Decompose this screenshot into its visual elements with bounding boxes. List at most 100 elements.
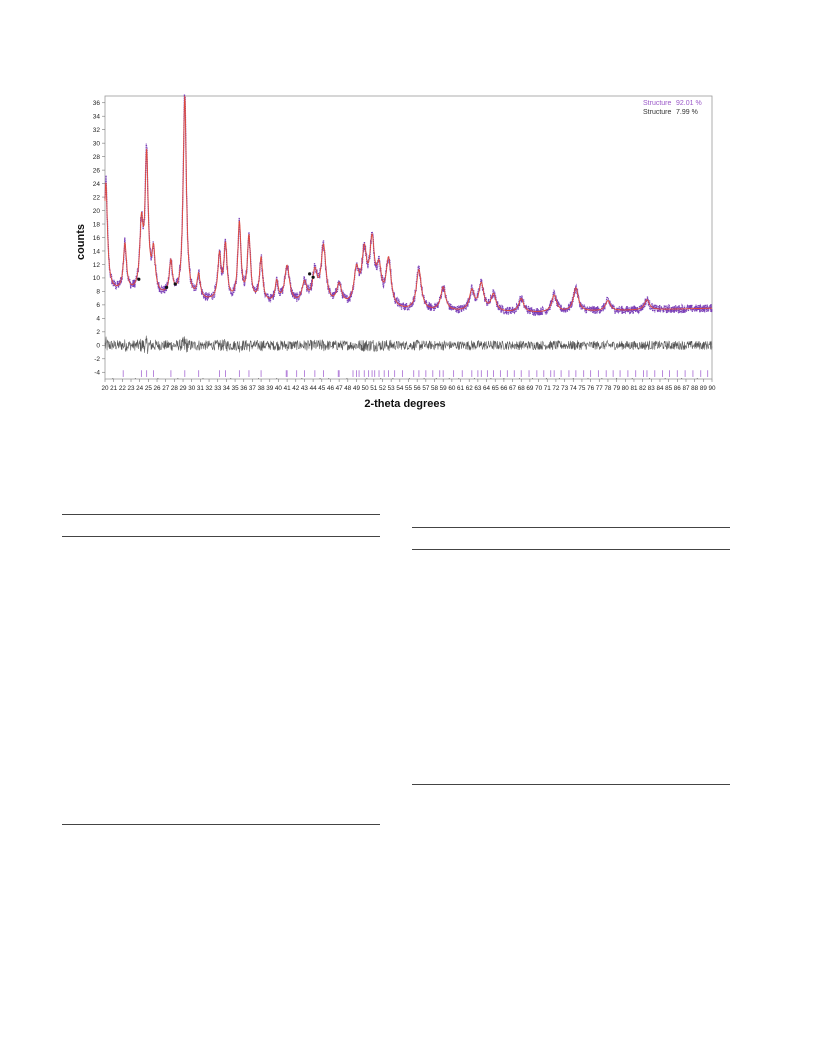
x-tick-label: 76: [587, 385, 595, 392]
x-tick-label: 54: [396, 385, 404, 392]
impurity-marker: [164, 285, 169, 289]
x-tick-label: 49: [353, 385, 361, 392]
y-tick-label: 12: [93, 262, 101, 269]
table-left-header-rule: [62, 536, 380, 537]
y-tick-label: 24: [93, 181, 101, 188]
x-tick-label: 24: [136, 385, 144, 392]
x-tick-label: 86: [674, 385, 682, 392]
x-tick-label: 62: [466, 385, 474, 392]
x-tick-label: 90: [708, 385, 716, 392]
x-tick-label: 67: [509, 385, 517, 392]
x-axis-ticks: 20 21 22 23 24 25 26 27 28 29 30 31 32 33 34 35 36 37 38 39…: [101, 379, 716, 392]
y-tick-label: 30: [93, 140, 101, 147]
y-tick-label: 14: [93, 248, 101, 255]
x-tick-label: 30: [188, 385, 196, 392]
y-tick-label: 36: [93, 100, 101, 107]
x-tick-label: 51: [370, 385, 378, 392]
x-tick-label: 28: [171, 385, 179, 392]
y-tick-label: 6: [96, 302, 100, 309]
x-tick-label: 70: [535, 385, 543, 392]
x-tick-label: 46: [327, 385, 335, 392]
x-tick-label: 25: [145, 385, 153, 392]
x-tick-label: 21: [110, 385, 118, 392]
y-tick-label: 28: [93, 154, 101, 161]
legend: Structure 92.01 % Structure 7.99 %: [643, 100, 702, 116]
table-right-top-rule: [412, 527, 730, 528]
x-tick-label: 69: [526, 385, 534, 392]
x-tick-label: 39: [266, 385, 274, 392]
x-tick-label: 60: [448, 385, 456, 392]
x-tick-label: 71: [544, 385, 552, 392]
x-tick-label: 37: [249, 385, 257, 392]
x-tick-label: 20: [101, 385, 109, 392]
x-tick-label: 78: [604, 385, 612, 392]
x-tick-label: 57: [422, 385, 430, 392]
x-tick-label: 80: [622, 385, 630, 392]
x-tick-label: 83: [648, 385, 656, 392]
x-tick-label: 75: [578, 385, 586, 392]
impurity-marker: [308, 272, 312, 276]
y-tick-label: 0: [96, 343, 100, 350]
plot-area: [104, 94, 713, 379]
x-tick-label: 31: [197, 385, 205, 392]
x-tick-label: 61: [457, 385, 465, 392]
x-tick-label: 27: [162, 385, 170, 392]
difference-curve: [104, 335, 713, 354]
legend-label-phase-1: Structure: [643, 100, 672, 107]
x-tick-label: 38: [258, 385, 266, 392]
x-tick-label: 79: [613, 385, 621, 392]
y-axis-label: counts: [75, 224, 87, 260]
x-tick-label: 74: [570, 385, 578, 392]
x-axis-label: 2-theta degrees: [364, 398, 445, 410]
impurity-marker: [173, 282, 177, 286]
x-tick-label: 56: [414, 385, 422, 392]
x-tick-label: 34: [223, 385, 231, 392]
x-tick-label: 84: [656, 385, 664, 392]
legend-label-phase-2: Structure: [643, 109, 672, 116]
y-tick-label: 32: [93, 127, 101, 134]
x-tick-label: 63: [474, 385, 482, 392]
x-tick-label: 65: [492, 385, 500, 392]
x-tick-label: 22: [119, 385, 127, 392]
x-tick-label: 81: [630, 385, 638, 392]
table-right-header-rule: [412, 549, 730, 550]
table-right-bottom-rule: [412, 784, 730, 785]
x-tick-label: 82: [639, 385, 647, 392]
x-tick-label: 33: [214, 385, 222, 392]
x-tick-label: 55: [405, 385, 413, 392]
impurity-marker: [311, 275, 315, 279]
x-tick-label: 26: [154, 385, 162, 392]
plot-frame: [104, 95, 713, 380]
x-tick-label: 41: [284, 385, 292, 392]
x-tick-label: 53: [388, 385, 396, 392]
y-tick-label: 10: [93, 275, 101, 282]
x-tick-label: 43: [301, 385, 309, 392]
y-tick-label: 2: [96, 329, 100, 336]
x-tick-label: 68: [518, 385, 526, 392]
y-tick-label: 22: [93, 194, 101, 201]
y-tick-label: 4: [96, 316, 100, 323]
y-tick-label: 8: [96, 289, 100, 296]
x-tick-label: 35: [232, 385, 240, 392]
x-tick-label: 66: [500, 385, 508, 392]
x-tick-label: 36: [240, 385, 248, 392]
x-tick-label: 58: [431, 385, 439, 392]
table-left-bottom-rule: [62, 824, 380, 825]
table-left-top-rule: [62, 514, 380, 515]
y-tick-label: 16: [93, 235, 101, 242]
y-tick-label: -2: [94, 356, 100, 363]
legend-value-phase-2: 7.99 %: [676, 109, 698, 116]
y-tick-label: 20: [93, 208, 101, 215]
x-tick-label: 64: [483, 385, 491, 392]
x-tick-label: 77: [596, 385, 604, 392]
observed-data-series: [104, 94, 713, 317]
x-tick-label: 73: [561, 385, 569, 392]
x-tick-label: 52: [379, 385, 387, 392]
x-tick-label: 44: [310, 385, 318, 392]
x-tick-label: 72: [552, 385, 560, 392]
x-tick-label: 29: [180, 385, 188, 392]
x-tick-label: 59: [440, 385, 448, 392]
y-tick-label: 18: [93, 221, 101, 228]
